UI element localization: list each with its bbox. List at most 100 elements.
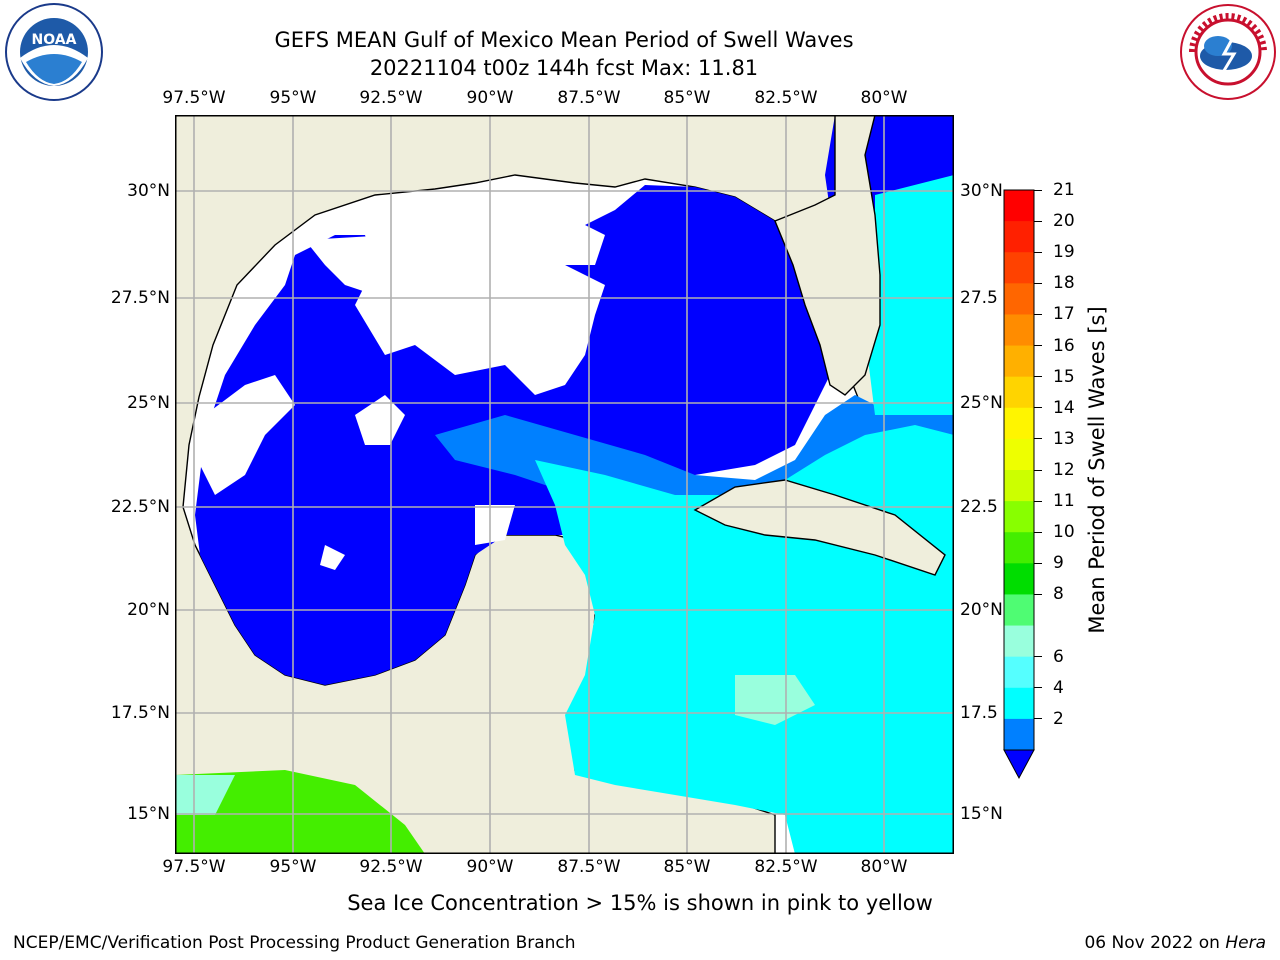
- colorbar-tick: 11: [1053, 491, 1075, 512]
- colorbar-segment: [1004, 407, 1034, 440]
- colorbar-tick: 10: [1053, 522, 1075, 543]
- colorbar-tick-mark: [1034, 500, 1042, 502]
- colorbar-tick-mark: [1034, 593, 1042, 595]
- gulf-of-mexico-map: [175, 115, 954, 854]
- colorbar-tick: 19: [1053, 242, 1075, 263]
- colorbar-tick-mark: [1034, 376, 1042, 378]
- lon-tick-top: 85°W: [663, 88, 711, 108]
- sea-ice-note: Sea Ice Concentration > 15% is shown in …: [347, 891, 933, 915]
- colorbar-segment: [1004, 625, 1034, 658]
- lat-tick-right: 25°N: [960, 393, 1003, 413]
- lon-tick-bottom: 97.5°W: [162, 857, 226, 877]
- colorbar-tick: 17: [1053, 304, 1075, 325]
- footer-machine: Hera: [1225, 933, 1266, 953]
- colorbar-tick: 21: [1053, 180, 1075, 200]
- lat-tick-right: 30°N: [960, 181, 1003, 201]
- pacific-cyan: [175, 775, 235, 815]
- lon-tick-bottom: 82.5°W: [754, 857, 818, 877]
- colorbar-tick: 20: [1053, 211, 1075, 232]
- colorbar-segment: [1004, 470, 1034, 502]
- colorbar-segment: [1004, 221, 1034, 253]
- no-data-patch: [200, 375, 295, 495]
- colorbar-tick-mark: [1034, 345, 1042, 347]
- colorbar-tick-mark: [1034, 438, 1042, 440]
- colorbar-segment: [1004, 376, 1034, 409]
- lat-tick-right: 27.5: [960, 288, 998, 308]
- colorbar-tick: 12: [1053, 460, 1075, 480]
- lon-tick-top: 80°W: [860, 88, 908, 108]
- colorbar-tick: 9: [1053, 553, 1064, 574]
- colorbar-segment: [1004, 283, 1034, 315]
- colorbar-segment: [1004, 438, 1034, 471]
- colorbar-tick: 8: [1053, 584, 1064, 605]
- colorbar-segment: [1004, 594, 1034, 627]
- colorbar-tick: 16: [1053, 335, 1075, 356]
- colorbar-tick: 6: [1053, 646, 1064, 667]
- colorbar-tick-mark: [1034, 562, 1042, 564]
- lon-tick-top: 82.5°W: [754, 88, 818, 108]
- colorbar-tick: 13: [1053, 428, 1075, 449]
- colorbar-extend-arrow: [1003, 749, 1035, 780]
- lon-tick-top: 90°W: [466, 88, 514, 108]
- lat-tick-left: 30°N: [127, 181, 170, 201]
- florida-peninsula: [774, 115, 954, 396]
- lon-tick-bottom: 85°W: [663, 857, 711, 877]
- lon-tick-bottom: 90°W: [466, 857, 514, 877]
- colorbar-tick: 4: [1053, 677, 1064, 698]
- lon-tick-top: 87.5°W: [557, 88, 621, 108]
- colorbar-segment: [1004, 314, 1034, 347]
- colorbar-segments: [1003, 189, 1035, 780]
- colorbar-tick: 2: [1053, 708, 1064, 729]
- nws-logo: [1180, 4, 1276, 100]
- lat-tick-left: 27.5°N: [110, 288, 170, 308]
- lon-tick-top: 95°W: [269, 88, 317, 108]
- colorbar-tick-mark: [1034, 189, 1042, 191]
- lon-tick-bottom: 80°W: [860, 857, 908, 877]
- colorbar-tick-mark: [1034, 313, 1042, 315]
- colorbar-tick-mark: [1034, 469, 1042, 471]
- colorbar-tick: 14: [1053, 397, 1075, 418]
- chart-subtitle: 20221104 t00z 144h fcst Max: 11.81: [369, 56, 759, 80]
- colorbar-segment: [1004, 563, 1034, 595]
- colorbar-tick-mark: [1034, 718, 1042, 720]
- colorbar-segment: [1004, 345, 1034, 378]
- lat-tick-right: 20°N: [960, 600, 1003, 620]
- lon-tick-top: 97.5°W: [162, 88, 226, 108]
- colorbar-tick: 15: [1053, 366, 1075, 387]
- colorbar-segment: [1004, 501, 1034, 533]
- no-data-patch: [475, 505, 515, 545]
- lon-tick-bottom: 92.5°W: [359, 857, 423, 877]
- noaa-logo-text: NOAA: [32, 32, 77, 48]
- colorbar-label: Mean Period of Swell Waves [s]: [1085, 306, 1109, 634]
- footer-date: 06 Nov 2022 on Hera: [1084, 933, 1266, 953]
- colorbar-tick-mark: [1034, 282, 1042, 284]
- lat-tick-right: 15°N: [960, 804, 1003, 824]
- colorbar-segment: [1004, 252, 1034, 284]
- colorbar-tick-mark: [1034, 407, 1042, 409]
- colorbar: [1003, 189, 1035, 780]
- lat-tick-right: 17.5: [960, 703, 998, 723]
- no-data-patch: [355, 395, 405, 445]
- map-frame: [175, 115, 954, 854]
- cuba-island: [693, 479, 946, 576]
- lat-tick-left: 22.5°N: [110, 497, 170, 517]
- colorbar-tick-mark: [1034, 251, 1042, 253]
- colorbar-segment: [1004, 190, 1034, 222]
- footer-date-text: 06 Nov 2022 on: [1084, 933, 1226, 953]
- colorbar-tick-mark: [1034, 687, 1042, 689]
- noaa-logo: NOAA: [5, 3, 103, 101]
- graticule: [175, 115, 954, 854]
- lat-tick-right: 22.5: [960, 497, 998, 517]
- lon-tick-top: 92.5°W: [359, 88, 423, 108]
- no-data-patch: [320, 545, 345, 570]
- colorbar-segment: [1004, 718, 1034, 751]
- pacific-green: [175, 770, 425, 854]
- lat-tick-left: 25°N: [127, 393, 170, 413]
- lon-tick-bottom: 95°W: [269, 857, 317, 877]
- lat-tick-left: 15°N: [127, 804, 170, 824]
- no-data-patch: [305, 210, 605, 355]
- lat-tick-left: 20°N: [127, 600, 170, 620]
- chart-title: GEFS MEAN Gulf of Mexico Mean Period of …: [274, 28, 854, 52]
- colorbar-tick-mark: [1034, 220, 1042, 222]
- atlantic-cyan: [865, 175, 954, 415]
